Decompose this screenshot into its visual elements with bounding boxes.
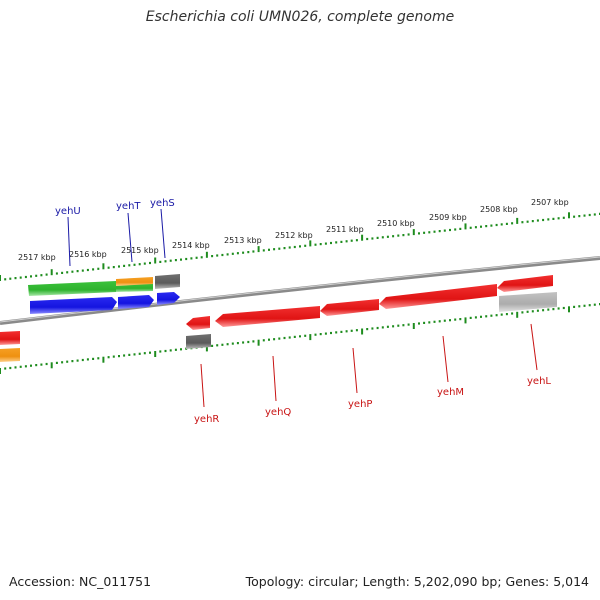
forward-gene-labels: yehU yehT yehS <box>55 198 175 267</box>
genome-backbone-highlight <box>0 256 600 323</box>
genome-backbone <box>0 256 600 325</box>
inner-scale-ticks <box>0 303 600 374</box>
scale-label: 2517 kbp <box>18 253 56 262</box>
gene-feature-red-partial[interactable] <box>0 331 20 345</box>
label-leader <box>67 216 71 267</box>
reverse-gene-labels: yehR yehQ yehP yehM yehL <box>194 323 551 425</box>
label-leader <box>442 335 449 383</box>
scale-label: 2515 kbp <box>121 246 159 255</box>
gene-label-yehR[interactable]: yehR <box>194 414 219 425</box>
reverse-strand-genes <box>0 275 557 362</box>
gene-feature-lightgray[interactable] <box>499 292 557 312</box>
gene-yehM-arrow[interactable] <box>379 284 497 309</box>
gene-feature-green[interactable] <box>28 281 116 296</box>
gene-yehL-arrow[interactable] <box>497 275 553 292</box>
topology-text: Topology: circular; Length: 5,202,090 bp… <box>245 574 589 589</box>
label-leader <box>272 355 277 402</box>
gene-yehP-arrow[interactable] <box>320 299 379 316</box>
gene-label-yehL[interactable]: yehL <box>527 376 551 387</box>
gene-feature-gray[interactable] <box>155 274 180 289</box>
label-leader <box>160 208 166 259</box>
scale-label: 2507 kbp <box>531 198 569 207</box>
scale-label: 2510 kbp <box>377 219 415 228</box>
scale-label: 2514 kbp <box>172 241 210 250</box>
gene-label-yehQ[interactable]: yehQ <box>265 407 291 418</box>
gene-yehU-arrow[interactable] <box>30 297 117 314</box>
scale-label: 2511 kbp <box>326 225 364 234</box>
scale-label: 2516 kbp <box>69 250 107 259</box>
gene-feature-gray[interactable] <box>186 334 211 349</box>
gene-label-yehS[interactable]: yehS <box>150 198 175 209</box>
map-title: Escherichia coli UMN026, complete genome <box>145 9 455 25</box>
gene-label-yehU[interactable]: yehU <box>55 206 81 217</box>
scale-label: 2513 kbp <box>224 236 262 245</box>
scale-label: 2512 kbp <box>275 231 313 240</box>
gene-label-yehT[interactable]: yehT <box>116 201 141 212</box>
label-leader <box>200 363 205 408</box>
gene-label-yehM[interactable]: yehM <box>437 387 464 398</box>
accession-text: Accession: NC_011751 <box>9 574 152 589</box>
gene-feature-orange-partial[interactable] <box>0 348 20 362</box>
gene-label-yehP[interactable]: yehP <box>348 399 372 410</box>
scale-label: 2509 kbp <box>429 213 467 222</box>
scale-labels: 2517 kbp 2516 kbp 2515 kbp 2514 kbp 2513… <box>18 198 569 262</box>
gene-yehR-arrow[interactable] <box>186 316 210 330</box>
gene-yehT-arrow[interactable] <box>118 295 154 309</box>
label-leader <box>352 347 358 394</box>
scale-label: 2508 kbp <box>480 205 518 214</box>
gene-yehS-arrow[interactable] <box>157 292 180 305</box>
label-leader <box>127 212 133 263</box>
gene-feature-orange[interactable] <box>116 277 153 286</box>
outer-scale-ticks <box>0 212 600 281</box>
forward-strand-genes <box>28 274 180 314</box>
label-leader <box>530 323 538 371</box>
gene-yehQ-arrow[interactable] <box>215 306 320 327</box>
